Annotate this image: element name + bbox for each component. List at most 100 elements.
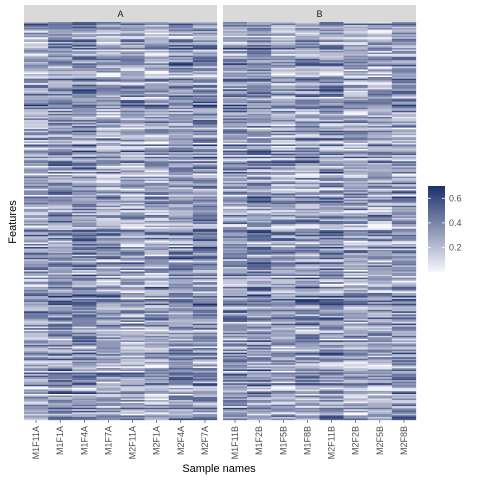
heatmap-cell xyxy=(343,70,368,73)
heatmap-cell xyxy=(96,337,121,340)
heatmap-cell xyxy=(48,328,73,330)
heatmap-cell xyxy=(48,318,73,321)
heatmap-cell xyxy=(367,214,393,217)
heatmap-cell xyxy=(391,22,417,24)
heatmap-cell xyxy=(367,380,393,382)
heatmap-cell xyxy=(367,407,393,410)
heatmap-cell xyxy=(192,354,218,356)
heatmap-cell xyxy=(295,280,320,283)
heatmap-cell xyxy=(144,103,169,105)
heatmap-cell xyxy=(48,34,73,36)
heatmap-cell xyxy=(48,311,73,313)
heatmap-cell xyxy=(48,283,73,286)
heatmap-cell xyxy=(192,256,218,258)
heatmap-cell xyxy=(144,302,169,304)
heatmap-cell xyxy=(96,152,121,154)
heatmap-cell xyxy=(24,247,49,249)
heatmap-cell xyxy=(295,144,320,147)
heatmap-cell xyxy=(120,48,145,50)
heatmap-cell xyxy=(319,168,344,171)
heatmap-cell xyxy=(192,404,218,407)
heatmap-cell xyxy=(391,361,417,364)
heatmap-cell xyxy=(168,201,194,203)
heatmap-cell xyxy=(168,236,194,238)
heatmap-cell xyxy=(247,248,272,251)
heatmap-cell xyxy=(48,202,73,205)
heatmap-cell xyxy=(367,387,393,390)
heatmap-cell xyxy=(295,86,320,88)
heatmap-cell xyxy=(223,349,248,352)
heatmap-cell xyxy=(168,277,194,280)
heatmap-cell xyxy=(295,309,320,312)
heatmap-cell xyxy=(168,387,194,390)
heatmap-cell xyxy=(223,167,248,170)
heatmap-cell xyxy=(24,332,49,335)
heatmap-cell xyxy=(48,224,73,226)
heatmap-cell xyxy=(72,311,97,313)
heatmap-cell xyxy=(391,325,417,327)
heatmap-cell xyxy=(247,113,272,116)
heatmap-cell xyxy=(144,412,169,415)
heatmap-cell xyxy=(295,348,320,350)
heatmap-cell xyxy=(295,64,320,67)
heatmap-cell xyxy=(192,97,218,99)
heatmap-cell xyxy=(96,149,121,151)
heatmap-cell xyxy=(391,265,417,268)
heatmap-cell xyxy=(247,29,272,32)
heatmap-cell xyxy=(367,285,393,287)
heatmap-cell xyxy=(391,392,417,395)
heatmap-cell xyxy=(144,312,169,315)
heatmap-cell xyxy=(192,269,218,272)
heatmap-cell xyxy=(295,352,320,355)
heatmap-cell xyxy=(367,153,393,156)
heatmap-cell xyxy=(247,167,272,170)
heatmap-cell xyxy=(223,338,248,341)
heatmap-cell xyxy=(247,279,272,281)
heatmap-cell xyxy=(24,413,49,416)
heatmap-cell xyxy=(295,403,320,405)
heatmap-cell xyxy=(24,198,49,200)
heatmap-cell xyxy=(120,242,145,245)
heatmap-cell xyxy=(72,367,97,370)
heatmap-cell xyxy=(367,194,393,197)
heatmap-cell xyxy=(223,58,248,61)
heatmap-cell xyxy=(24,77,49,79)
heatmap-cell xyxy=(192,121,218,124)
heatmap-cell xyxy=(48,144,73,147)
heatmap-cell xyxy=(319,225,344,228)
heatmap-cell xyxy=(72,210,97,212)
heatmap-cell xyxy=(24,253,49,255)
heatmap-cell xyxy=(72,147,97,150)
heatmap-cell xyxy=(48,75,73,78)
heatmap-cell xyxy=(72,168,97,171)
heatmap-cell xyxy=(223,288,248,291)
heatmap-cell xyxy=(24,135,49,137)
heatmap-cell xyxy=(72,410,97,413)
heatmap-cell xyxy=(120,141,145,144)
heatmap-cell xyxy=(367,104,393,107)
heatmap-cell xyxy=(367,234,393,237)
heatmap-cell xyxy=(144,366,169,369)
heatmap-cell xyxy=(192,351,218,353)
heatmap-cell xyxy=(144,360,169,362)
heatmap-cell xyxy=(271,165,296,168)
heatmap-cell xyxy=(343,187,368,189)
heatmap-cell xyxy=(367,138,393,141)
heatmap-cell xyxy=(168,326,194,329)
heatmap-cell xyxy=(168,51,194,53)
heatmap-cell xyxy=(192,127,218,130)
heatmap-cell xyxy=(120,355,145,358)
heatmap-cell xyxy=(48,147,73,150)
heatmap-cell xyxy=(391,87,417,90)
heatmap-cell xyxy=(319,136,344,139)
heatmap-cell xyxy=(343,58,368,61)
heatmap-cell xyxy=(343,141,368,144)
heatmap-cell xyxy=(295,138,320,141)
heatmap-cell xyxy=(96,406,121,408)
heatmap-cell xyxy=(247,332,272,335)
heatmap-cell xyxy=(192,237,218,240)
heatmap-cell xyxy=(120,205,145,208)
heatmap-cell xyxy=(72,133,97,136)
heatmap-cell xyxy=(391,279,417,281)
heatmap-cell xyxy=(391,349,417,352)
